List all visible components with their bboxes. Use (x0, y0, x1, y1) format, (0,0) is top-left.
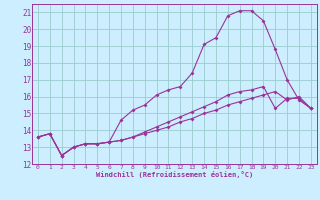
X-axis label: Windchill (Refroidissement éolien,°C): Windchill (Refroidissement éolien,°C) (96, 171, 253, 178)
